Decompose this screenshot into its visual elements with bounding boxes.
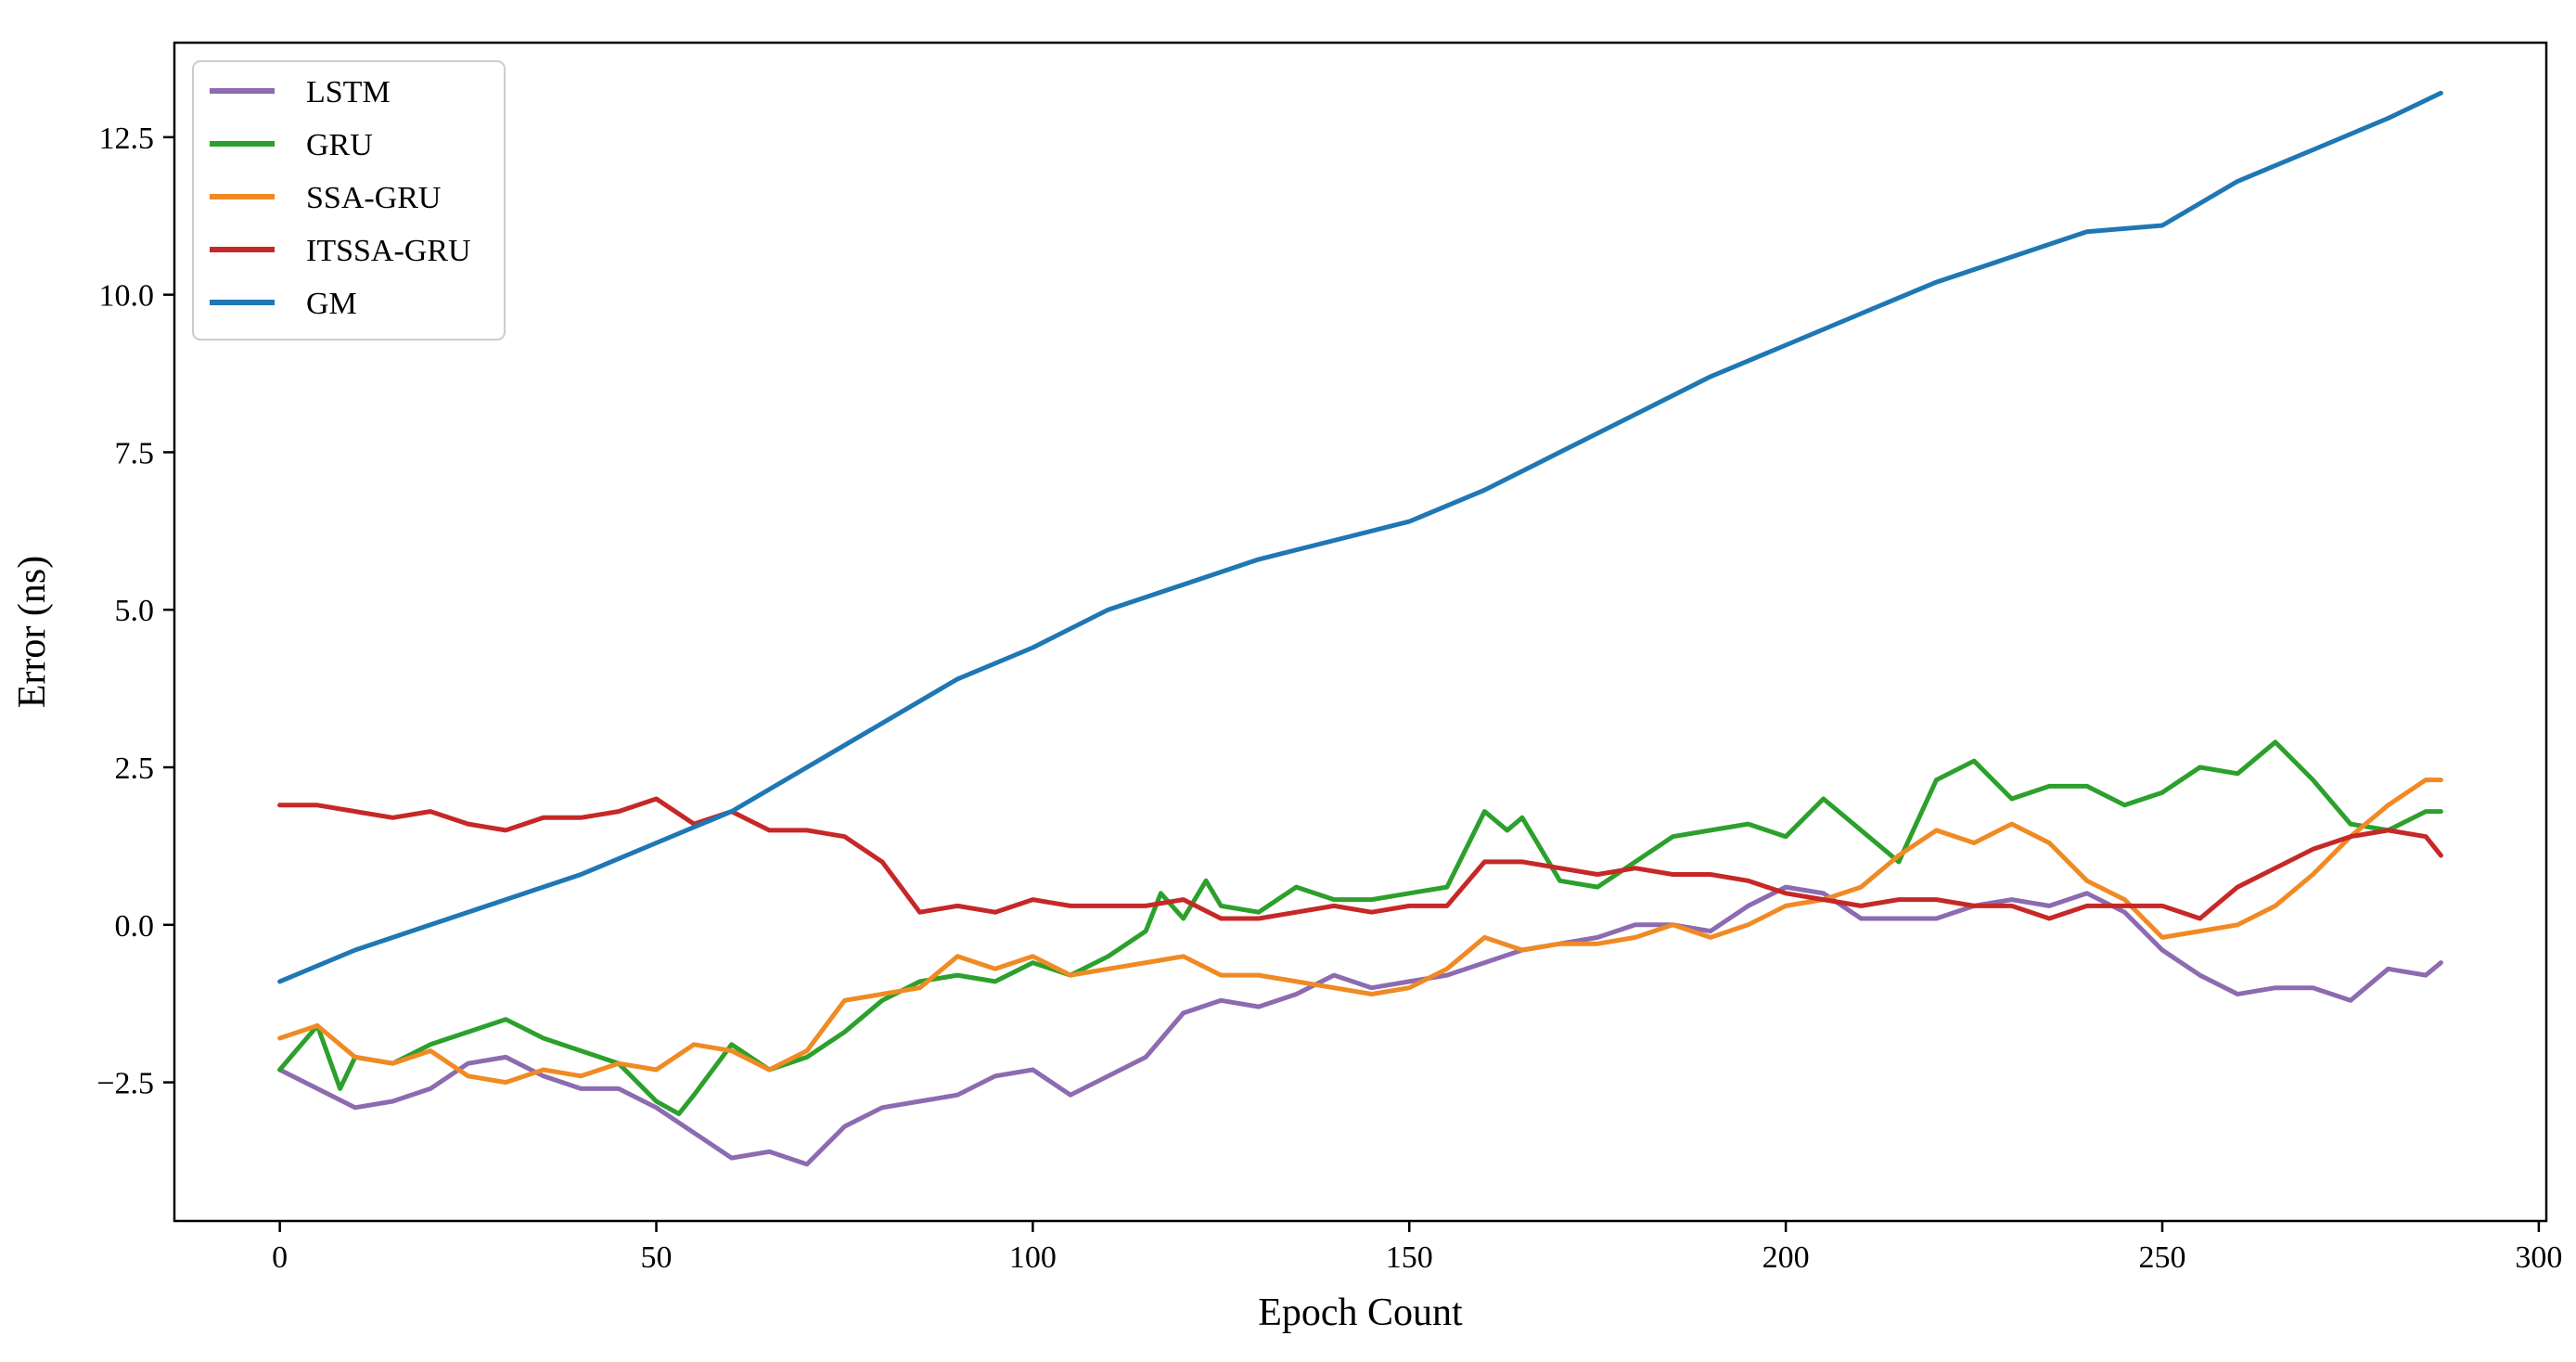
- y-tick-label: 5.0: [115, 594, 155, 628]
- y-tick-label: 0.0: [115, 909, 155, 944]
- y-tick-label: 7.5: [115, 436, 155, 470]
- x-axis: 0 50 100 150 200 250 300: [272, 1221, 2562, 1275]
- legend-label-gru: GRU: [306, 128, 373, 162]
- y-tick-label: 2.5: [115, 752, 155, 786]
- series-line-lstm: [277, 884, 2443, 1167]
- y-axis-title: Error (ns): [11, 556, 54, 708]
- x-tick-label: 50: [641, 1240, 673, 1275]
- x-tick-label: 250: [2139, 1240, 2186, 1275]
- legend-box: [192, 60, 506, 340]
- series-line-ssa-gru: [277, 777, 2443, 1086]
- y-tick-label: 12.5: [99, 122, 155, 156]
- legend-label-lstm: LSTM: [306, 75, 391, 109]
- x-tick-label: 150: [1386, 1240, 1433, 1275]
- x-tick-label: 300: [2515, 1240, 2562, 1275]
- x-axis-title: Epoch Count: [1258, 1291, 1463, 1334]
- plot-frame: [173, 41, 2548, 1223]
- x-tick-label: 0: [272, 1240, 288, 1275]
- plot-area: [173, 41, 2548, 1223]
- legend: LSTM GRU SSA-GRU ITSSA-GRU GM: [192, 60, 506, 340]
- legend-label-gm: GM: [306, 287, 357, 321]
- series-line-gru: [277, 739, 2443, 1116]
- legend-label-ssa-gru: SSA-GRU: [306, 181, 441, 215]
- y-axis: −2.5 0.0 2.5 5.0 7.5 10.0 12.5: [96, 122, 174, 1101]
- series-line-gm: [277, 90, 2443, 984]
- x-tick-label: 100: [1009, 1240, 1057, 1275]
- series-layer: [277, 90, 2443, 1167]
- x-tick-label: 200: [1762, 1240, 1810, 1275]
- y-tick-label: −2.5: [96, 1067, 154, 1101]
- legend-items: LSTM GRU SSA-GRU ITSSA-GRU GM: [210, 75, 471, 321]
- legend-label-itssa-gru: ITSSA-GRU: [306, 234, 471, 268]
- y-tick-label: 10.0: [99, 279, 155, 314]
- series-line-itssa-gru: [277, 796, 2443, 921]
